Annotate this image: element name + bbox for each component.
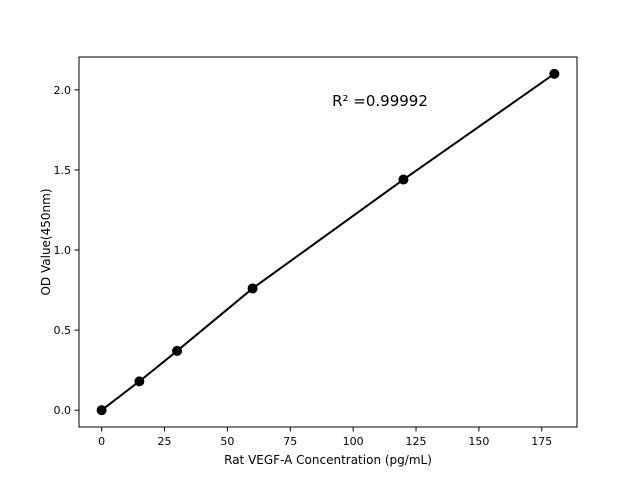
- data-point: [96, 405, 107, 416]
- x-tick-label: 25: [158, 435, 172, 448]
- x-tick-label: 125: [406, 435, 427, 448]
- x-tick-label: 75: [283, 435, 297, 448]
- data-point: [172, 345, 183, 356]
- r-squared-annotation: R² =0.99992: [332, 92, 428, 110]
- y-axis-label: OD Value(450nm): [39, 188, 53, 296]
- data-point: [398, 174, 409, 185]
- y-tick-label: 2.0: [54, 84, 72, 97]
- data-point: [247, 283, 258, 294]
- x-tick-label: 0: [98, 435, 105, 448]
- fit-line: [100, 72, 556, 412]
- x-tick-label: 175: [531, 435, 552, 448]
- y-tick-label: 1.0: [54, 244, 72, 257]
- data-point: [549, 68, 560, 79]
- x-tick-label: 50: [220, 435, 234, 448]
- x-tick-label: 150: [468, 435, 489, 448]
- y-tick-label: 1.5: [54, 164, 72, 177]
- x-tick-label: 100: [343, 435, 364, 448]
- x-axis-label: Rat VEGF-A Concentration (pg/mL): [224, 453, 432, 467]
- y-tick-label: 0.5: [54, 324, 72, 337]
- y-tick-label: 0.0: [54, 404, 72, 417]
- plot-border: [78, 56, 578, 428]
- data-point: [134, 376, 145, 387]
